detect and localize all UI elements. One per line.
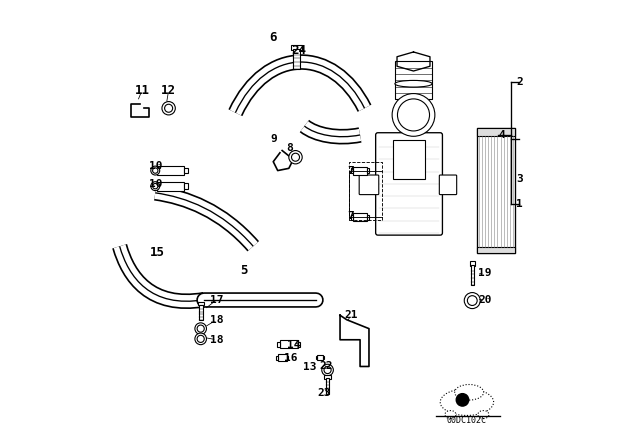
Text: 24: 24 — [292, 44, 307, 57]
Bar — [353, 213, 367, 221]
Text: 13: 13 — [303, 362, 317, 372]
Circle shape — [151, 166, 160, 175]
Ellipse shape — [395, 80, 432, 87]
FancyBboxPatch shape — [439, 175, 457, 194]
Text: 10: 10 — [148, 161, 162, 171]
Text: 19: 19 — [478, 268, 492, 278]
Text: 15: 15 — [150, 246, 165, 259]
Bar — [470, 265, 474, 285]
Text: 21: 21 — [344, 310, 358, 320]
Bar — [287, 356, 288, 360]
Bar — [351, 168, 353, 173]
Text: 11: 11 — [134, 84, 149, 97]
Bar — [276, 356, 278, 360]
Bar — [367, 215, 369, 220]
Text: 1: 1 — [516, 199, 523, 209]
Bar — [324, 375, 331, 379]
Text: 3: 3 — [516, 174, 523, 185]
Text: 17: 17 — [210, 295, 223, 305]
Bar — [477, 247, 515, 253]
Bar — [184, 184, 188, 189]
Ellipse shape — [454, 384, 484, 400]
Text: 18: 18 — [210, 335, 223, 345]
Bar — [293, 49, 300, 69]
Text: 9: 9 — [270, 134, 276, 144]
Text: 8: 8 — [286, 143, 293, 153]
Text: 14: 14 — [287, 340, 300, 350]
Circle shape — [397, 99, 429, 131]
Bar — [367, 168, 369, 173]
Text: 12: 12 — [161, 84, 176, 97]
Circle shape — [392, 94, 435, 136]
Circle shape — [289, 151, 302, 164]
Circle shape — [197, 325, 204, 332]
Ellipse shape — [478, 410, 489, 418]
Polygon shape — [273, 151, 293, 171]
Bar — [157, 182, 184, 190]
Bar — [291, 45, 302, 50]
Text: 00DC102C: 00DC102C — [447, 416, 487, 425]
Text: 7: 7 — [347, 211, 354, 221]
Circle shape — [291, 153, 300, 161]
Circle shape — [456, 394, 468, 406]
Circle shape — [162, 102, 175, 115]
Ellipse shape — [440, 389, 493, 415]
Ellipse shape — [445, 410, 456, 418]
Polygon shape — [340, 315, 369, 366]
Circle shape — [322, 364, 333, 376]
Text: 5: 5 — [241, 264, 248, 277]
Circle shape — [152, 184, 158, 189]
Bar — [280, 340, 298, 348]
Bar — [351, 215, 353, 220]
Text: 20: 20 — [478, 295, 492, 305]
Bar — [470, 261, 475, 266]
Bar — [326, 378, 330, 394]
Text: 2: 2 — [516, 77, 523, 86]
Bar — [199, 305, 202, 320]
Text: 7: 7 — [347, 166, 354, 176]
Circle shape — [467, 296, 477, 306]
Circle shape — [197, 335, 204, 342]
FancyBboxPatch shape — [359, 175, 379, 194]
Bar — [395, 61, 432, 99]
Bar — [154, 184, 157, 189]
Bar — [184, 168, 188, 173]
Text: 23: 23 — [317, 388, 332, 398]
Polygon shape — [131, 104, 148, 117]
Circle shape — [151, 182, 160, 190]
Bar — [198, 302, 204, 306]
Bar — [394, 140, 424, 179]
Bar — [477, 128, 515, 136]
Circle shape — [152, 168, 158, 173]
Bar — [323, 356, 324, 359]
Bar — [353, 167, 367, 175]
Bar — [316, 356, 317, 359]
Text: 18: 18 — [210, 315, 223, 325]
Circle shape — [464, 293, 480, 309]
FancyBboxPatch shape — [376, 133, 442, 235]
Bar — [157, 166, 184, 175]
Text: 16: 16 — [284, 353, 298, 362]
Text: 10: 10 — [148, 179, 162, 189]
Circle shape — [195, 323, 207, 334]
Circle shape — [164, 104, 173, 112]
Bar — [154, 168, 157, 173]
Circle shape — [195, 333, 207, 345]
Text: 22: 22 — [319, 362, 333, 371]
Bar — [277, 342, 280, 347]
Bar — [278, 354, 287, 361]
Text: 4: 4 — [499, 130, 505, 140]
Bar — [298, 342, 300, 347]
Bar — [317, 355, 323, 360]
Bar — [477, 128, 515, 253]
Circle shape — [324, 366, 331, 374]
Text: 6: 6 — [269, 30, 277, 43]
